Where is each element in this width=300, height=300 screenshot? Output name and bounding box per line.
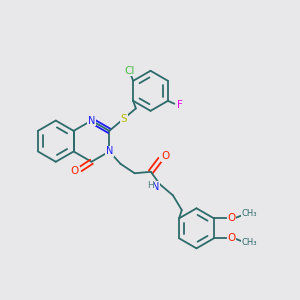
Text: O: O bbox=[161, 152, 170, 161]
Text: O: O bbox=[227, 233, 236, 243]
Text: CH₃: CH₃ bbox=[242, 238, 257, 247]
Text: N: N bbox=[106, 146, 113, 157]
Text: F: F bbox=[177, 100, 183, 110]
Text: N: N bbox=[152, 182, 160, 191]
Text: O: O bbox=[71, 167, 79, 176]
Text: CH₃: CH₃ bbox=[242, 209, 257, 218]
Text: S: S bbox=[121, 114, 128, 124]
Text: O: O bbox=[227, 213, 236, 223]
Text: H: H bbox=[147, 181, 154, 190]
Text: Cl: Cl bbox=[124, 65, 135, 76]
Text: N: N bbox=[88, 116, 95, 126]
